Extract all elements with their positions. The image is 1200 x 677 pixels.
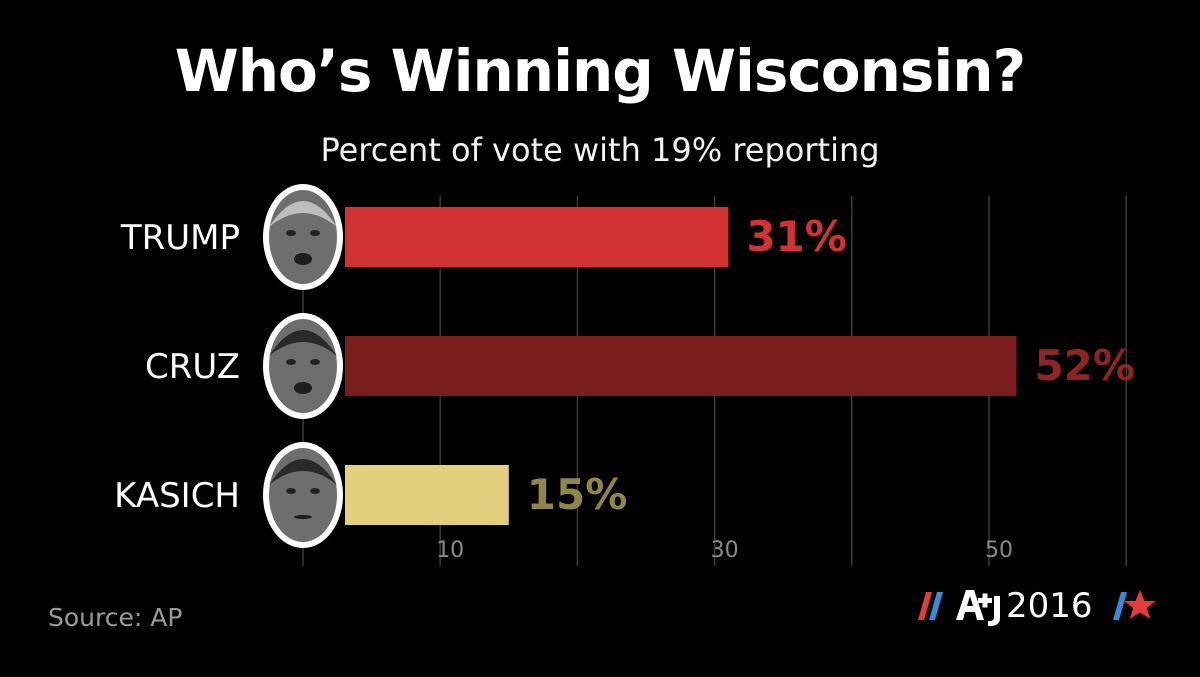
red-star-icon [1124, 590, 1156, 619]
eye-shape [310, 230, 320, 236]
bar-kasich [345, 465, 509, 525]
chart-subtitle: Percent of vote with 19% reporting [320, 131, 880, 169]
x-tick-label: 30 [711, 538, 739, 563]
red-slash-icon [918, 592, 932, 620]
hair-shape [269, 201, 337, 227]
mouth-shape [294, 253, 312, 265]
value-label: 15% [527, 470, 628, 519]
blue-slash-icon [1113, 592, 1127, 620]
mouth-shape [294, 515, 312, 519]
candidate-photo-cruz [263, 313, 343, 419]
category-label: CRUZ [145, 347, 240, 387]
category-label: TRUMP [120, 218, 240, 258]
eye-shape [286, 230, 296, 236]
logo-year: 2016 [1006, 586, 1093, 626]
candidate-photo-trump [263, 184, 343, 290]
hair-shape [269, 330, 337, 356]
bar-cruz [345, 336, 1017, 396]
x-tick-label: 10 [436, 538, 464, 563]
eye-shape [310, 488, 320, 494]
candidate-photo-kasich [263, 442, 343, 548]
eye-shape [310, 359, 320, 365]
mouth-shape [294, 382, 312, 394]
blue-slash-icon [929, 592, 943, 620]
x-tick-label: 50 [985, 538, 1013, 563]
hair-shape [269, 459, 337, 485]
eye-shape [286, 359, 296, 365]
value-label: 31% [746, 212, 847, 261]
bar-trump [345, 207, 729, 267]
chart-title: Who’s Winning Wisconsin? [174, 37, 1026, 105]
ajplus-2016-logo: 2016 [918, 582, 1158, 632]
value-label: 52% [1034, 341, 1135, 390]
ajplus-logo-icon [956, 590, 1000, 626]
source-note: Source: AP [48, 603, 183, 632]
category-label: KASICH [114, 476, 240, 516]
eye-shape [286, 488, 296, 494]
